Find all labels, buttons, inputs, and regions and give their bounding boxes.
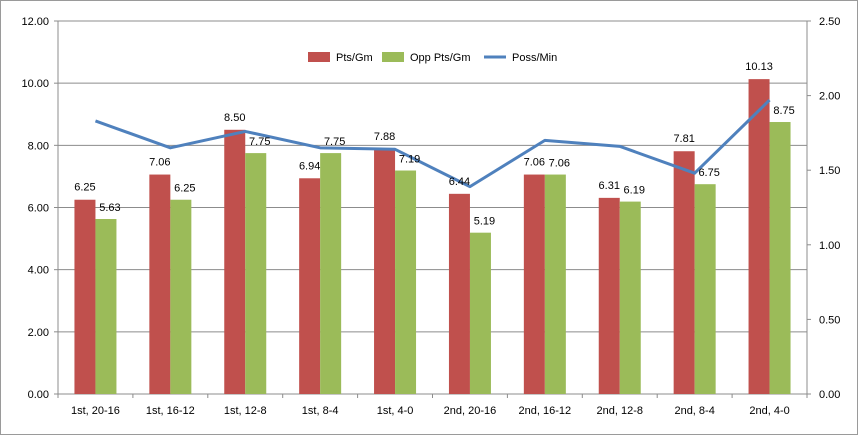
data-label-pts-gm: 6.94 bbox=[299, 160, 320, 172]
x-tick-label: 1st, 16-12 bbox=[146, 405, 195, 417]
data-label-opp-pts-gm: 5.63 bbox=[99, 202, 120, 214]
x-tick-label: 2nd, 16-12 bbox=[519, 405, 572, 417]
data-label-opp-pts-gm: 6.19 bbox=[624, 185, 645, 197]
bar-opp-pts-gm bbox=[619, 201, 641, 394]
y2-tick-label: 2.00 bbox=[819, 91, 840, 103]
bar-opp-pts-gm bbox=[694, 184, 716, 394]
data-label-opp-pts-gm: 7.75 bbox=[324, 136, 345, 148]
data-label-opp-pts-gm: 7.75 bbox=[249, 136, 270, 148]
x-tick-label: 2nd, 8-4 bbox=[674, 405, 714, 417]
x-tick-label: 1st, 4-0 bbox=[377, 405, 414, 417]
legend-label: Opp Pts/Gm bbox=[410, 52, 471, 64]
y-tick-label: 10.00 bbox=[21, 78, 49, 90]
data-label-pts-gm: 6.44 bbox=[449, 176, 470, 188]
data-label-opp-pts-gm: 6.75 bbox=[698, 167, 719, 179]
y-tick-label: 12.00 bbox=[21, 16, 49, 28]
x-tick-label: 1st, 20-16 bbox=[71, 405, 120, 417]
y2-tick-label: 1.00 bbox=[819, 240, 840, 252]
bar-pts-gm bbox=[598, 197, 620, 394]
x-tick-label: 2nd, 20-16 bbox=[444, 405, 497, 417]
bar-opp-pts-gm bbox=[170, 199, 192, 394]
bar-opp-pts-gm bbox=[469, 232, 491, 394]
data-label-pts-gm: 7.06 bbox=[524, 157, 545, 169]
bar-opp-pts-gm bbox=[769, 122, 791, 394]
bar-opp-pts-gm bbox=[544, 174, 566, 394]
x-tick-label: 1st, 12-8 bbox=[224, 405, 267, 417]
y-tick-label: 6.00 bbox=[28, 203, 49, 215]
bar-pts-gm bbox=[673, 151, 695, 394]
bar-opp-pts-gm bbox=[395, 170, 417, 394]
bar-pts-gm bbox=[149, 174, 171, 394]
bar-opp-pts-gm bbox=[245, 153, 267, 394]
line-poss-min bbox=[94, 99, 771, 189]
data-label-pts-gm: 8.50 bbox=[224, 112, 245, 124]
bar-pts-gm bbox=[224, 129, 246, 394]
y-tick-label: 4.00 bbox=[28, 265, 49, 277]
bar-pts-gm bbox=[523, 174, 545, 394]
y-tick-label: 8.00 bbox=[28, 140, 49, 152]
x-tick-label: 2nd, 12-8 bbox=[597, 405, 643, 417]
bar-pts-gm bbox=[748, 79, 770, 395]
bar-pts-gm bbox=[448, 193, 470, 394]
data-label-opp-pts-gm: 6.25 bbox=[174, 183, 195, 195]
bar-pts-gm bbox=[299, 178, 321, 394]
data-label-pts-gm: 6.25 bbox=[74, 182, 95, 194]
legend-swatch-bar bbox=[308, 52, 330, 62]
bar-pts-gm bbox=[74, 199, 96, 394]
y2-tick-label: 2.50 bbox=[819, 16, 840, 28]
y2-tick-label: 0.50 bbox=[819, 314, 840, 326]
data-label-pts-gm: 7.81 bbox=[673, 133, 694, 145]
y2-tick-label: 0.00 bbox=[819, 389, 840, 401]
y-tick-label: 2.00 bbox=[28, 327, 49, 339]
data-label-pts-gm: 7.06 bbox=[149, 157, 170, 169]
y-tick-label: 0.00 bbox=[28, 389, 49, 401]
x-tick-label: 2nd, 4-0 bbox=[749, 405, 789, 417]
bar-opp-pts-gm bbox=[320, 153, 342, 394]
bar-opp-pts-gm bbox=[95, 219, 117, 394]
data-label-opp-pts-gm: 7.19 bbox=[399, 154, 420, 166]
legend-swatch-bar bbox=[382, 52, 404, 62]
legend-label: Pts/Gm bbox=[336, 52, 373, 64]
bar-pts-gm bbox=[374, 149, 396, 394]
y2-tick-label: 1.50 bbox=[819, 165, 840, 177]
x-tick-label: 1st, 8-4 bbox=[302, 405, 339, 417]
data-label-opp-pts-gm: 8.75 bbox=[773, 105, 794, 117]
data-label-pts-gm: 6.31 bbox=[599, 180, 620, 192]
data-label-opp-pts-gm: 5.19 bbox=[474, 216, 495, 228]
legend-label: Poss/Min bbox=[512, 52, 557, 64]
data-label-opp-pts-gm: 7.06 bbox=[549, 158, 570, 170]
data-label-pts-gm: 7.88 bbox=[374, 131, 395, 143]
data-label-pts-gm: 10.13 bbox=[745, 61, 773, 73]
